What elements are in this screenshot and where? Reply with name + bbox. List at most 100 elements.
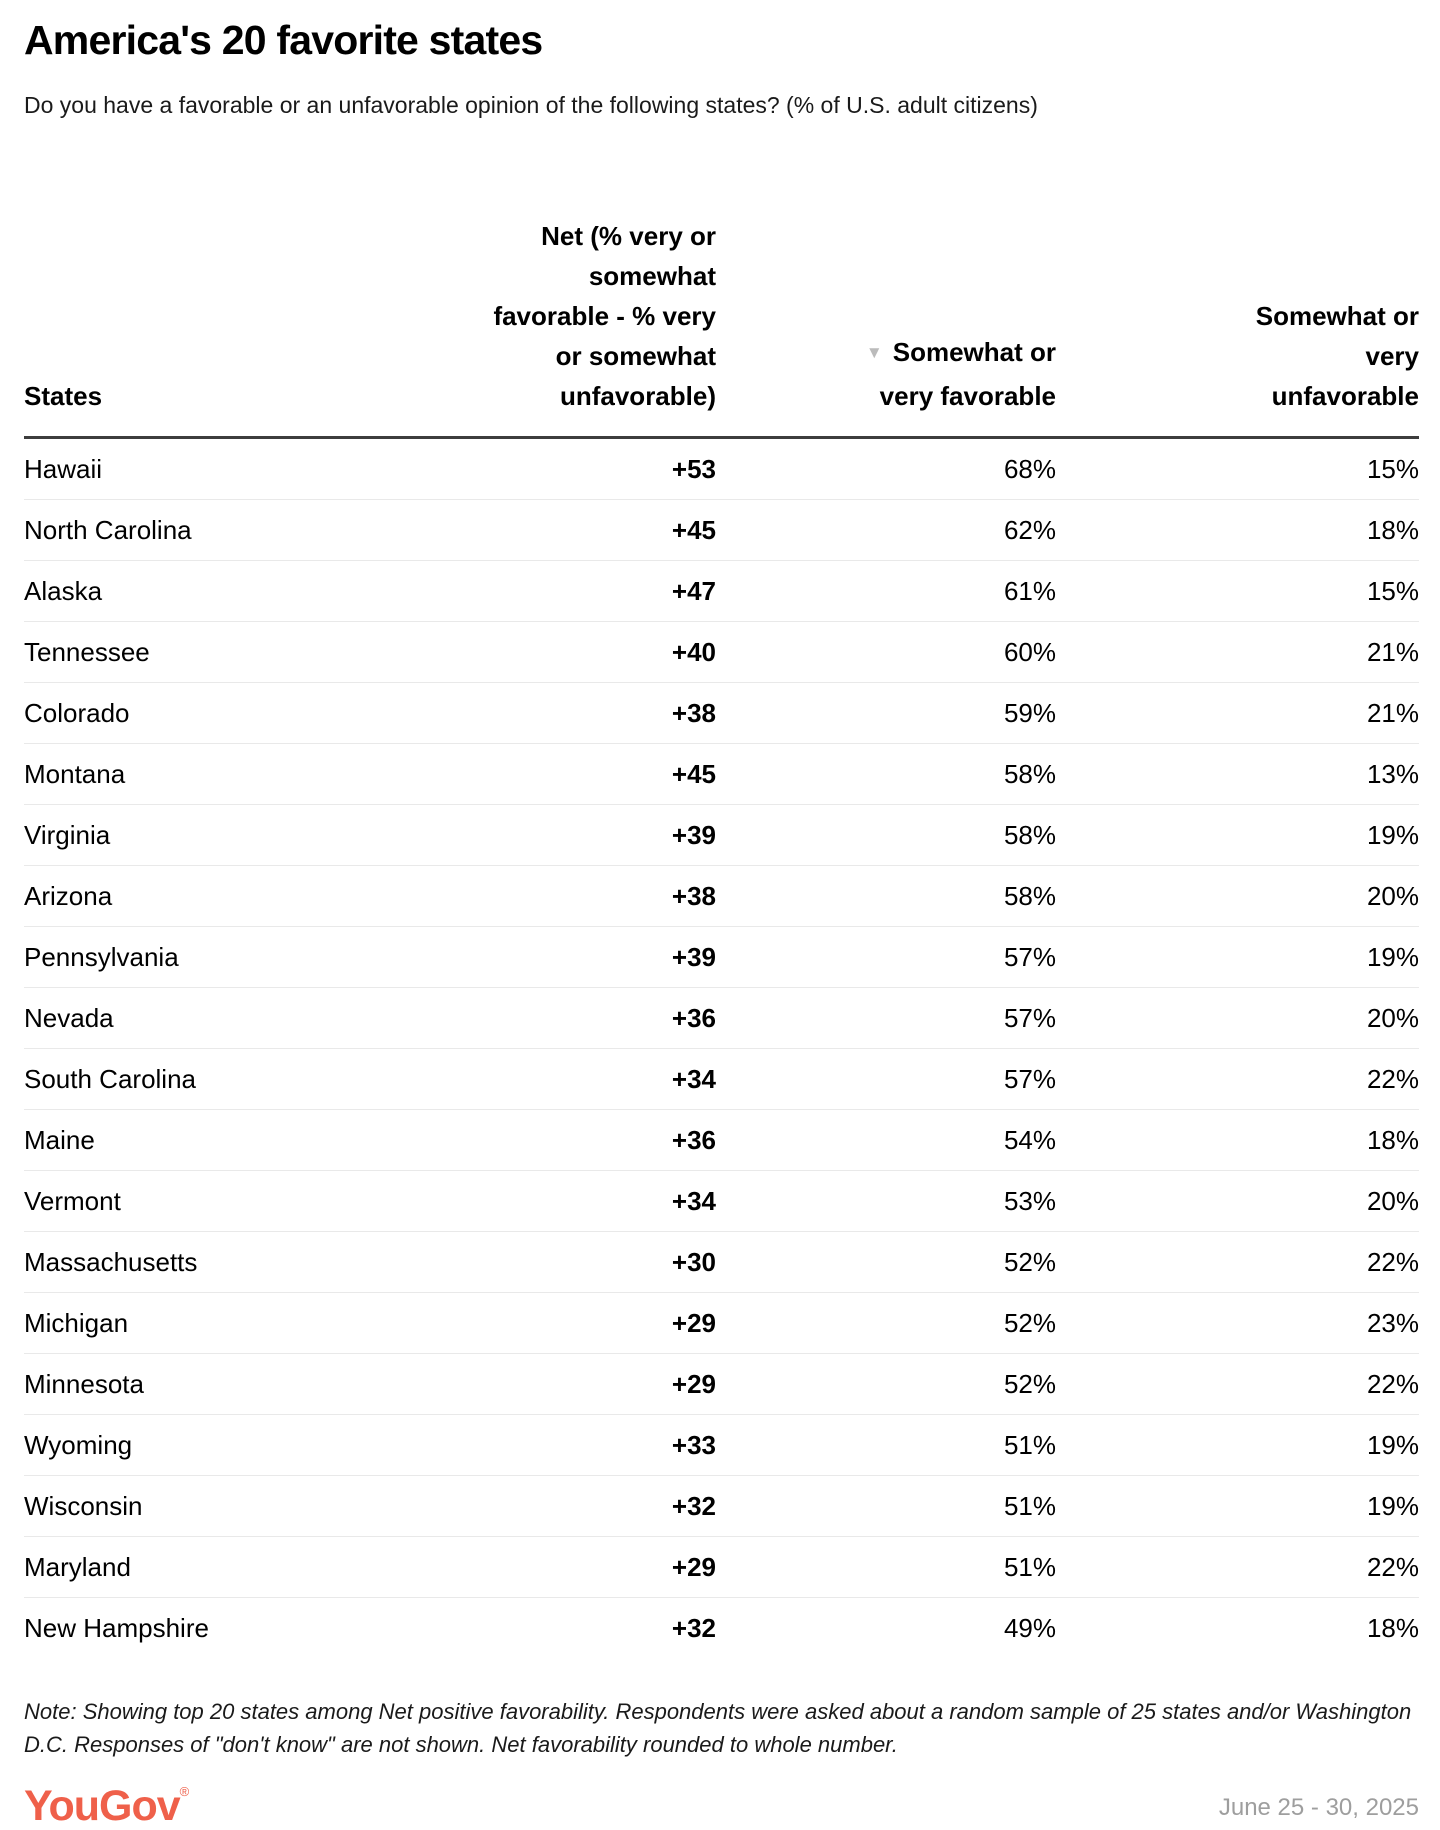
unfavorable-percent: 18% bbox=[1366, 1124, 1419, 1155]
net-favorability: +34 bbox=[671, 1185, 716, 1216]
unfavorable-percent: 18% bbox=[1366, 514, 1419, 545]
net-favorability: +40 bbox=[671, 636, 716, 667]
unfavorable-percent: 23% bbox=[1366, 1307, 1419, 1338]
unfavorable-percent: 19% bbox=[1366, 1429, 1419, 1460]
state-name: Minnesota bbox=[24, 1368, 144, 1399]
favorable-percent: 53% bbox=[1003, 1185, 1056, 1216]
table-row: Michigan +29 52% 23% bbox=[24, 1293, 1419, 1354]
unfavorable-percent: 20% bbox=[1366, 1002, 1419, 1033]
favorable-percent: 54% bbox=[1003, 1124, 1056, 1155]
favorable-percent: 61% bbox=[1003, 575, 1056, 606]
favorable-percent: 57% bbox=[1003, 1002, 1056, 1033]
subtitle: Do you have a favorable or an unfavorabl… bbox=[24, 92, 1038, 118]
net-favorability: +47 bbox=[671, 575, 716, 606]
state-name: Wisconsin bbox=[24, 1490, 143, 1521]
favorable-percent: 52% bbox=[1003, 1368, 1056, 1399]
state-name: Maine bbox=[24, 1124, 95, 1155]
table-row: Hawaii +53 68% 15% bbox=[24, 439, 1419, 500]
net-header-line: Net (% very or bbox=[541, 221, 716, 251]
unfavorable-percent: 15% bbox=[1366, 575, 1419, 606]
table-row: New Hampshire +32 49% 18% bbox=[24, 1598, 1419, 1659]
net-header-line: somewhat bbox=[588, 261, 716, 291]
unfavorable-percent: 20% bbox=[1366, 880, 1419, 911]
net-favorability: +32 bbox=[671, 1490, 716, 1521]
state-name: Hawaii bbox=[24, 453, 103, 484]
net-favorability: +36 bbox=[671, 1002, 716, 1033]
registered-trademark-icon: ® bbox=[179, 1784, 190, 1799]
column-header-net: Net (% very or somewhat favorable - % ve… bbox=[476, 216, 716, 416]
table-row: Colorado +38 59% 21% bbox=[24, 683, 1419, 744]
sort-descending-icon: ▼ bbox=[865, 343, 883, 362]
state-name: Virginia bbox=[24, 819, 111, 850]
favorable-percent: 57% bbox=[1003, 1063, 1056, 1094]
table-row: Montana +45 58% 13% bbox=[24, 744, 1419, 805]
favorable-percent: 57% bbox=[1003, 941, 1056, 972]
state-name: Colorado bbox=[24, 697, 130, 728]
unfavorable-percent: 19% bbox=[1366, 941, 1419, 972]
table-row: Maine +36 54% 18% bbox=[24, 1110, 1419, 1171]
page-title: America's 20 favorite states bbox=[24, 17, 543, 63]
footnote: Note: Showing top 20 states among Net po… bbox=[24, 1699, 1412, 1757]
unfavorable-percent: 20% bbox=[1366, 1185, 1419, 1216]
unfavorable-percent: 19% bbox=[1366, 1490, 1419, 1521]
unfavorable-percent: 22% bbox=[1366, 1063, 1419, 1094]
favorable-header-line: ▼ Somewhat or bbox=[716, 332, 1056, 376]
net-favorability: +30 bbox=[671, 1246, 716, 1277]
net-favorability: +38 bbox=[671, 880, 716, 911]
table-row: Vermont +34 53% 20% bbox=[24, 1171, 1419, 1232]
column-header-favorable[interactable]: ▼ Somewhat or very favorable bbox=[716, 332, 1056, 416]
net-favorability: +34 bbox=[671, 1063, 716, 1094]
net-favorability: +33 bbox=[671, 1429, 716, 1460]
state-name: Michigan bbox=[24, 1307, 129, 1338]
net-favorability: +39 bbox=[671, 941, 716, 972]
state-name: Tennessee bbox=[24, 636, 150, 667]
net-header-line: favorable - % very bbox=[493, 301, 716, 331]
unfavorable-percent: 15% bbox=[1366, 453, 1419, 484]
table-row: Nevada +36 57% 20% bbox=[24, 988, 1419, 1049]
favorable-percent: 49% bbox=[1003, 1613, 1056, 1643]
state-name: Arizona bbox=[24, 880, 113, 911]
table-row: North Carolina +45 62% 18% bbox=[24, 500, 1419, 561]
net-favorability: +29 bbox=[671, 1551, 716, 1582]
unfavorable-header-line: unfavorable bbox=[1271, 381, 1419, 411]
favorable-percent: 62% bbox=[1003, 514, 1056, 545]
state-name: Alaska bbox=[24, 575, 103, 606]
table-row: Minnesota +29 52% 22% bbox=[24, 1354, 1419, 1415]
unfavorable-percent: 21% bbox=[1366, 697, 1419, 728]
net-favorability: +45 bbox=[671, 758, 716, 789]
table-row: Virginia +39 58% 19% bbox=[24, 805, 1419, 866]
net-favorability: +38 bbox=[671, 697, 716, 728]
table-row: Tennessee +40 60% 21% bbox=[24, 622, 1419, 683]
favorable-percent: 51% bbox=[1003, 1429, 1056, 1460]
favorable-percent: 52% bbox=[1003, 1307, 1056, 1338]
unfavorable-header-line: very bbox=[1365, 341, 1420, 371]
state-name: Nevada bbox=[24, 1002, 114, 1033]
column-header-unfavorable: Somewhat or very unfavorable bbox=[1056, 296, 1419, 416]
favorable-percent: 68% bbox=[1003, 453, 1056, 484]
favorable-header-line: very favorable bbox=[879, 381, 1056, 411]
state-name: Pennsylvania bbox=[24, 941, 179, 972]
state-name: Massachusetts bbox=[24, 1246, 198, 1277]
date-range: June 25 - 30, 2025 bbox=[1218, 1794, 1419, 1821]
footer: YouGov® June 25 - 30, 2025 bbox=[24, 1769, 1419, 1829]
state-name: Maryland bbox=[24, 1551, 131, 1582]
favorable-percent: 59% bbox=[1003, 697, 1056, 728]
table-row: Maryland +29 51% 22% bbox=[24, 1537, 1419, 1598]
table-body: Hawaii +53 68% 15% North Carolina +45 62… bbox=[24, 439, 1419, 1659]
net-favorability: +39 bbox=[671, 819, 716, 850]
unfavorable-header-line: Somewhat or bbox=[1255, 301, 1419, 331]
table-row: Arizona +38 58% 20% bbox=[24, 866, 1419, 927]
favorable-percent: 52% bbox=[1003, 1246, 1056, 1277]
favorable-percent: 51% bbox=[1003, 1490, 1056, 1521]
net-favorability: +45 bbox=[671, 514, 716, 545]
state-name: North Carolina bbox=[24, 514, 192, 545]
favorable-percent: 60% bbox=[1003, 636, 1056, 667]
net-favorability: +32 bbox=[671, 1613, 716, 1643]
table-row: Wyoming +33 51% 19% bbox=[24, 1415, 1419, 1476]
state-name: South Carolina bbox=[24, 1063, 196, 1094]
table-row: South Carolina +34 57% 22% bbox=[24, 1049, 1419, 1110]
table-header: States Net (% very or somewhat favorable… bbox=[24, 216, 1419, 439]
unfavorable-percent: 22% bbox=[1366, 1246, 1419, 1277]
table-row: Wisconsin +32 51% 19% bbox=[24, 1476, 1419, 1537]
